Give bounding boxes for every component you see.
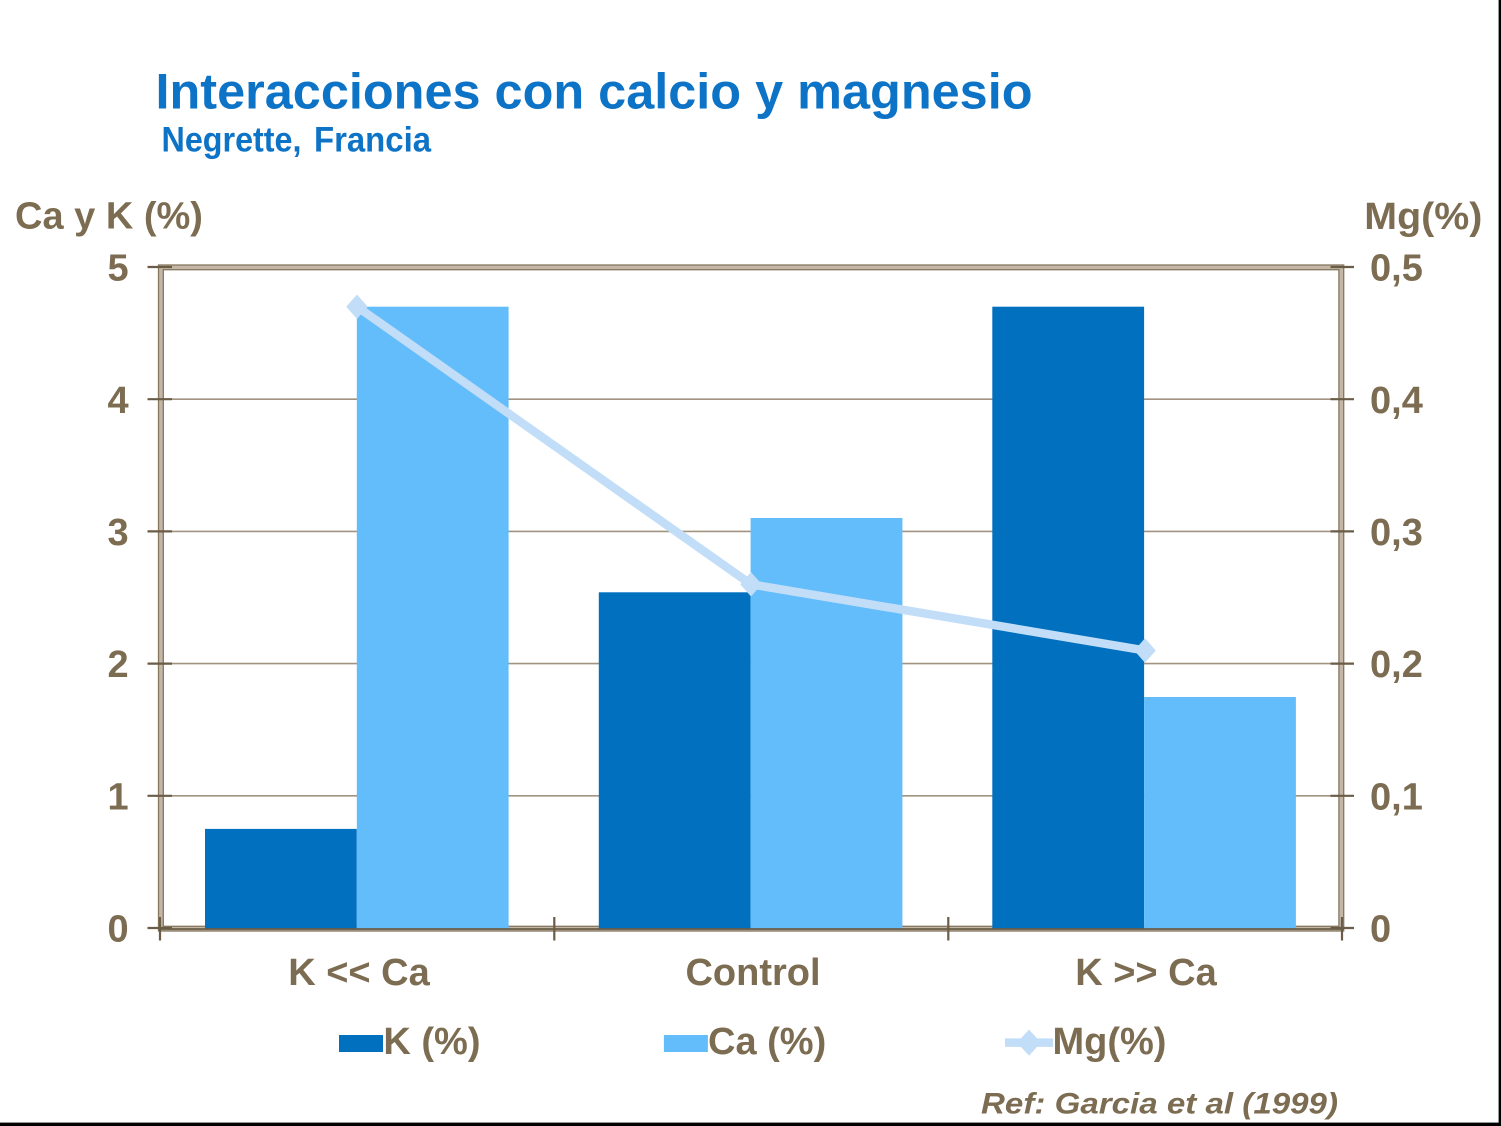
svg-text:Negrette,Francia: Negrette, Francia <box>162 121 432 160</box>
svg-text:Interacciones con calcio y mag: Interacciones con calcio y magnesio <box>156 64 1033 120</box>
svg-text:K >> Ca: K >> Ca <box>1075 952 1217 994</box>
svg-text:Mg(%): Mg(%) <box>1364 196 1482 238</box>
svg-text:0: 0 <box>1370 909 1391 951</box>
svg-text:Control: Control <box>685 952 820 994</box>
svg-text:Mg(%): Mg(%) <box>1053 1021 1167 1063</box>
svg-text:5: 5 <box>107 248 128 290</box>
svg-text:0,4: 0,4 <box>1370 380 1423 422</box>
svg-text:Ca y K (%): Ca y K (%) <box>15 196 203 238</box>
svg-text:3: 3 <box>107 512 128 554</box>
svg-text:0,5: 0,5 <box>1370 248 1423 290</box>
svg-text:Ca (%): Ca (%) <box>708 1021 826 1063</box>
svg-text:2: 2 <box>107 644 128 686</box>
svg-text:Ref: Garcia et al (1999): Ref: Garcia et al (1999) <box>981 1088 1338 1121</box>
svg-text:0: 0 <box>107 909 128 951</box>
svg-text:1: 1 <box>107 776 128 818</box>
svg-text:K << Ca: K << Ca <box>288 952 430 994</box>
svg-text:0,1: 0,1 <box>1370 776 1423 818</box>
svg-text:0,2: 0,2 <box>1370 644 1423 686</box>
svg-text:K (%): K (%) <box>383 1021 480 1063</box>
svg-text:4: 4 <box>107 380 128 422</box>
svg-text:0,3: 0,3 <box>1370 512 1423 554</box>
